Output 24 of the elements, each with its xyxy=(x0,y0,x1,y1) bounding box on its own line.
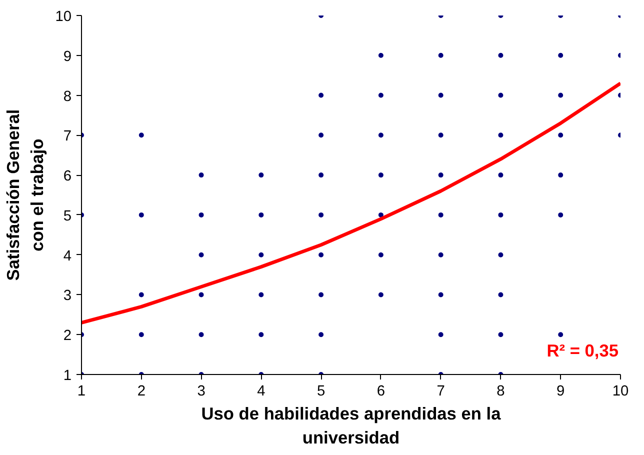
y-tick-label: 1 xyxy=(63,368,72,384)
x-tick-label: 1 xyxy=(77,384,86,400)
x-tick-label: 10 xyxy=(612,384,629,400)
x-tick-label: 2 xyxy=(137,384,146,400)
x-tick-label: 7 xyxy=(436,384,445,400)
x-tick-label: 6 xyxy=(376,384,386,400)
annotation: R² = 0,35 xyxy=(546,340,619,360)
y-tick-label: 8 xyxy=(63,88,72,105)
y-tick-label: 7 xyxy=(63,128,72,145)
x-tick-label: 9 xyxy=(556,384,565,400)
y-tick-label: 3 xyxy=(63,288,72,304)
y-tick-label: 10 xyxy=(55,9,72,25)
y-tick-label: 9 xyxy=(63,48,72,65)
y-tick-label: 2 xyxy=(63,328,72,344)
x-tick-label: 5 xyxy=(316,384,326,400)
y-tick-label: 4 xyxy=(63,248,72,264)
line-series xyxy=(82,82,620,324)
y-axis-title: Satisfacción General con el trabajo xyxy=(3,109,48,281)
x-tick-label: 8 xyxy=(496,384,505,400)
x-tick-label: 4 xyxy=(257,384,266,400)
x-axis-title: Uso de habilidades aprendidas en la universidad xyxy=(201,404,502,448)
y-tick-label: 6 xyxy=(63,168,72,185)
x-tick-label: 3 xyxy=(197,384,206,400)
y-tick-label: 5 xyxy=(63,208,72,224)
